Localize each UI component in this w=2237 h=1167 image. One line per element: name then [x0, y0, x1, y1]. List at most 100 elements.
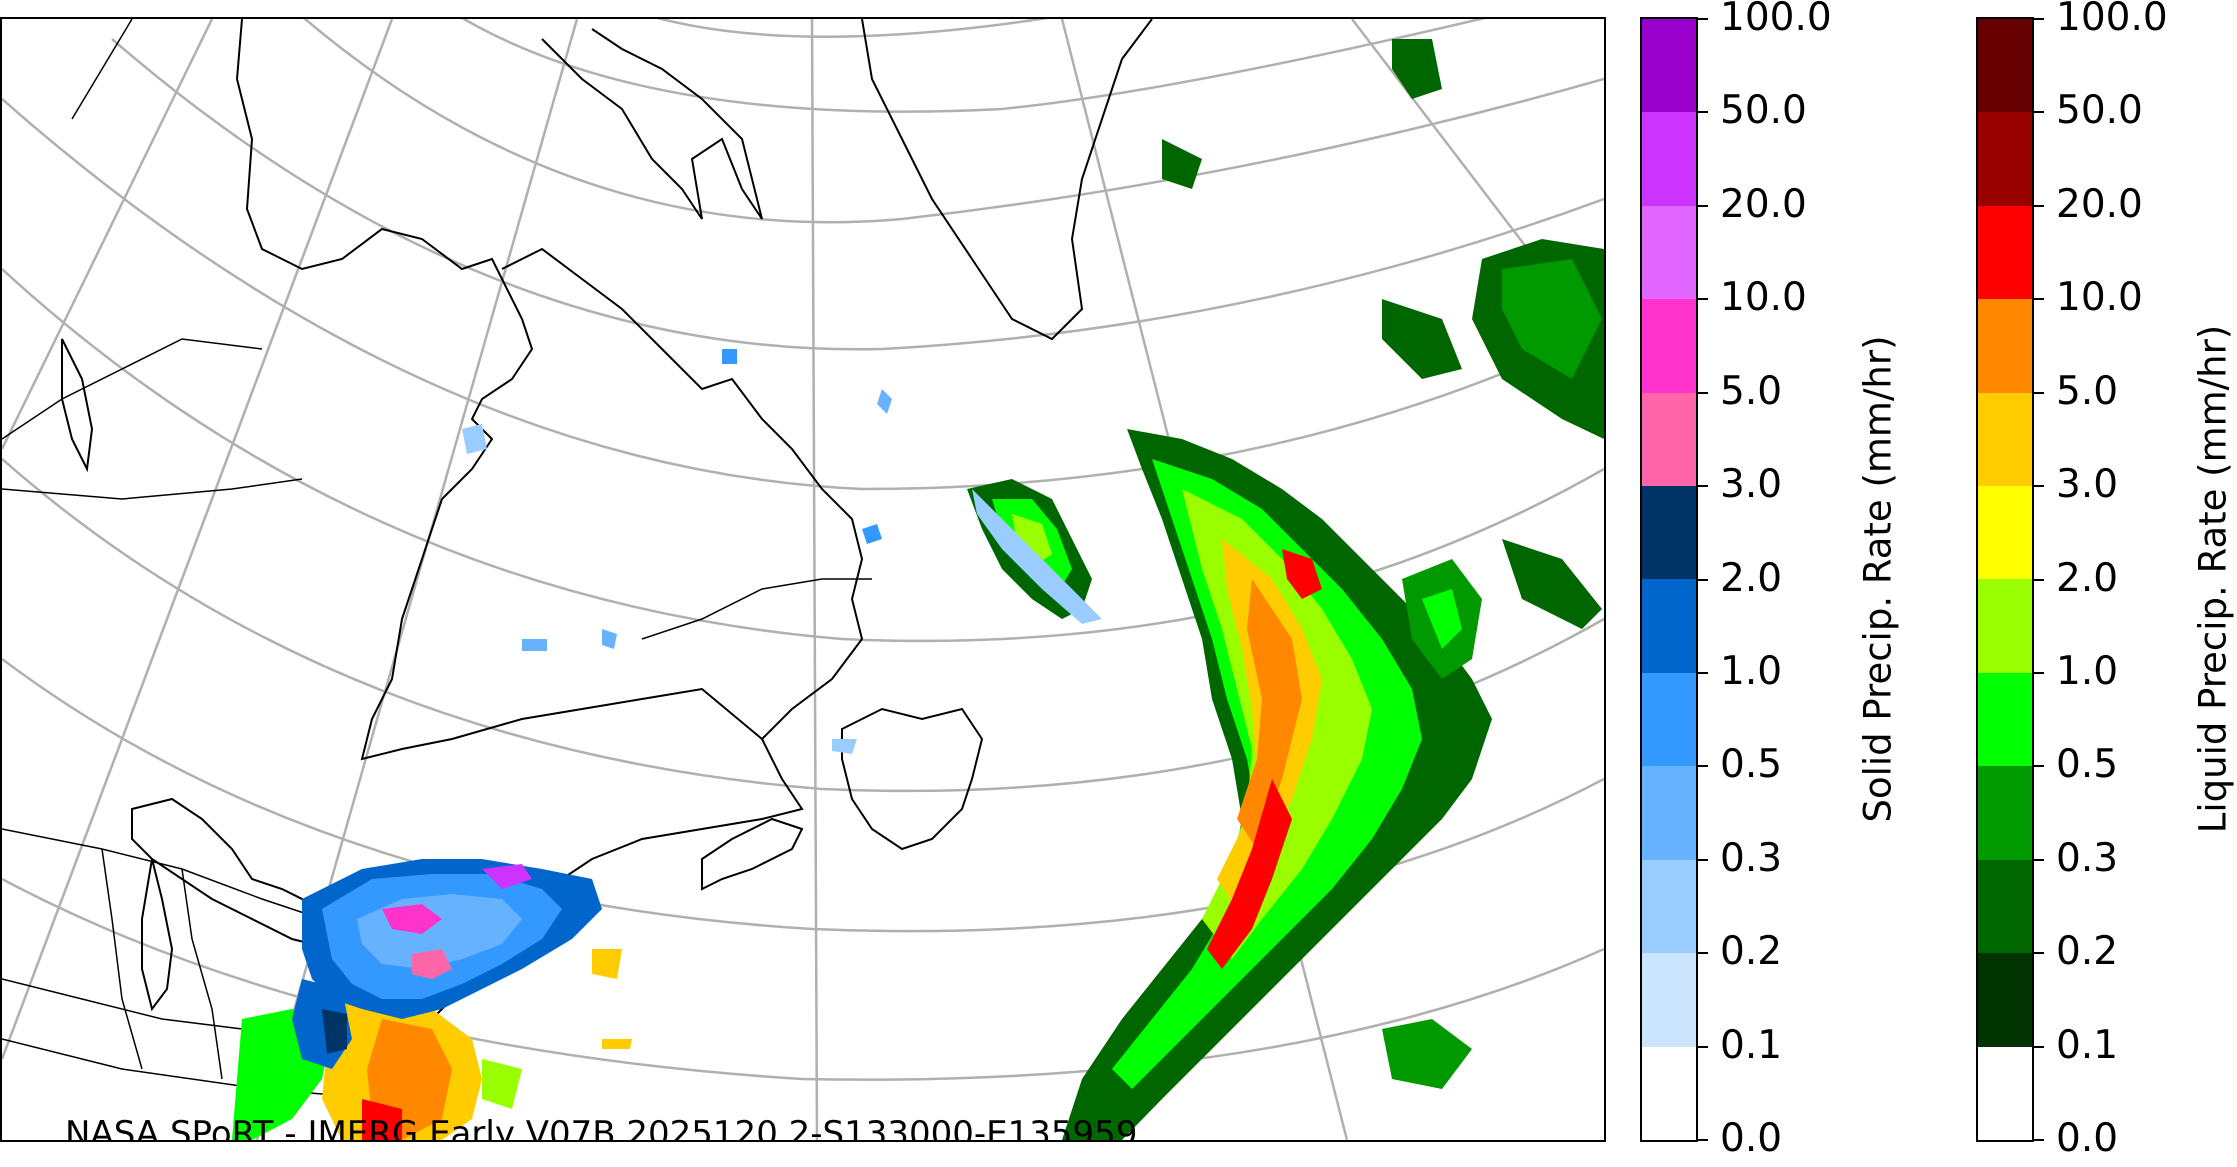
tick-label: 20.0 — [2056, 181, 2143, 227]
liquid-rain-patch — [482, 1059, 522, 1109]
tick-label: 20.0 — [1720, 181, 1807, 227]
liquid-rain-patch — [1422, 589, 1462, 649]
tick-label: 0.1 — [2056, 1022, 2119, 1068]
tick-mark — [1696, 111, 1708, 114]
colorbar-segment — [1978, 299, 2032, 393]
solid-precip-ticks: 0.0 0.1 0.2 0.3 0.5 1.0 2.0 3.0 5.0 10.0 20.0 50.0 1… — [1696, 0, 1846, 1158]
tick-label: 100.0 — [1720, 0, 1832, 40]
border-province — [2, 478, 303, 500]
tick-mark — [2032, 298, 2044, 301]
liquid-rain-patch — [1382, 1019, 1472, 1089]
liquid-precip-ticks: 0.0 0.1 0.2 0.3 0.5 1.0 2.0 3.0 5.0 10.0 20.0 50.0 1… — [2032, 0, 2182, 1158]
liquid-rain-core — [1237, 579, 1302, 849]
liquid-rain-patch — [362, 1099, 402, 1140]
solid-precip-field — [292, 349, 1102, 1069]
map-canvas — [2, 19, 1604, 1140]
tick-mark — [1696, 204, 1708, 207]
liquid-rain-patch — [1162, 139, 1202, 189]
tick-label: 2.0 — [1720, 555, 1783, 601]
liquid-precip-colorbar — [1976, 17, 2034, 1142]
colorbar-segment — [1978, 392, 2032, 487]
tick-label: 0.0 — [1720, 1116, 1783, 1161]
tick-label: 100.0 — [2056, 0, 2168, 40]
lake-michigan — [141, 858, 174, 1012]
liquid-rain-patch — [1502, 539, 1602, 629]
snow-core — [382, 904, 442, 934]
latitude-line — [303, 19, 1604, 224]
colorbar-segment — [1642, 1046, 1696, 1140]
border-labrador-quebec — [641, 578, 872, 640]
tick-label: 0.2 — [1720, 929, 1783, 975]
meridian-line — [2, 19, 394, 1060]
colorbar-segment — [1642, 299, 1696, 393]
colorbar-segment — [1978, 859, 2032, 954]
tick-label: 10.0 — [2056, 275, 2143, 321]
colorbar-segment — [1978, 579, 2032, 673]
tick-mark — [1696, 1045, 1708, 1048]
snow-patch — [722, 349, 737, 364]
tick-mark — [2032, 111, 2044, 114]
colorbar-segment — [1978, 1046, 2032, 1140]
tick-mark — [2032, 204, 2044, 207]
tick-mark — [2032, 391, 2044, 394]
colorbar-segment — [1978, 112, 2032, 206]
colorbar-segment — [1642, 112, 1696, 206]
liquid-rain-patch — [602, 1039, 632, 1049]
tick-mark — [1696, 671, 1708, 674]
border-province — [71, 19, 133, 120]
snow-core — [482, 864, 532, 889]
credit-label: NASA SPoRT - IMERG Early V07B 2025120 2-… — [65, 1114, 1138, 1142]
border-state — [101, 848, 143, 1070]
snow-patch — [462, 424, 487, 454]
tick-label: 2.0 — [2056, 555, 2119, 601]
tick-label: 1.0 — [2056, 648, 2119, 694]
tick-label: 0.5 — [2056, 742, 2119, 788]
tick-label: 5.0 — [1720, 368, 1783, 414]
border-state — [181, 868, 223, 1080]
tick-mark — [1696, 18, 1708, 20]
liquid-rain-patch — [1502, 259, 1602, 379]
coastline-greenland — [861, 19, 1153, 341]
snow-patch — [877, 389, 892, 414]
colorbar-segment — [1978, 18, 2032, 113]
coastline-quebec — [360, 498, 763, 761]
tick-label: 3.0 — [1720, 462, 1783, 508]
snow-core — [412, 949, 452, 979]
latitude-line — [2, 98, 1604, 491]
liquid-rain-patch — [1012, 514, 1052, 564]
tick-mark — [2032, 765, 2044, 768]
solid-precip-title: Solid Precip. Rate (mm/hr) — [1856, 335, 1900, 823]
tick-label: 0.0 — [2056, 1116, 2119, 1161]
latitude-line — [461, 19, 1486, 113]
tick-mark — [2032, 485, 2044, 488]
coastline-hudson-bay — [235, 19, 534, 500]
latitude-line — [656, 19, 1049, 38]
tick-mark — [1696, 1139, 1708, 1141]
tick-mark — [1696, 298, 1708, 301]
tick-label: 0.5 — [1720, 742, 1783, 788]
tick-mark — [2032, 1139, 2044, 1141]
precip-map: NASA SPoRT - IMERG Early V07B 2025120 2-… — [0, 17, 1606, 1142]
graticule — [2, 19, 1604, 1081]
coastline-nova-scotia — [701, 817, 804, 891]
colorbar-segment — [1642, 392, 1696, 487]
tick-mark — [2032, 1045, 2044, 1048]
liquid-rain-core — [1207, 779, 1292, 969]
tick-label: 10.0 — [1720, 275, 1807, 321]
tick-mark — [2032, 18, 2044, 20]
snow-area — [322, 1009, 347, 1054]
tick-label: 50.0 — [2056, 88, 2143, 134]
coastline-baffin — [541, 28, 763, 220]
colorbar-segment — [1642, 766, 1696, 860]
tick-mark — [1696, 578, 1708, 581]
coastline-newfoundland — [841, 707, 984, 851]
colorbar-segment — [1642, 205, 1696, 300]
tick-mark — [2032, 578, 2044, 581]
liquid-rain-patch — [1392, 39, 1442, 99]
border-state — [2, 1038, 383, 1100]
colorbar-segment — [1642, 859, 1696, 954]
liquid-rain-patch — [592, 949, 622, 979]
snow-patch — [522, 639, 547, 651]
snow-patch — [972, 489, 1102, 624]
liquid-rain-core — [1282, 549, 1322, 599]
